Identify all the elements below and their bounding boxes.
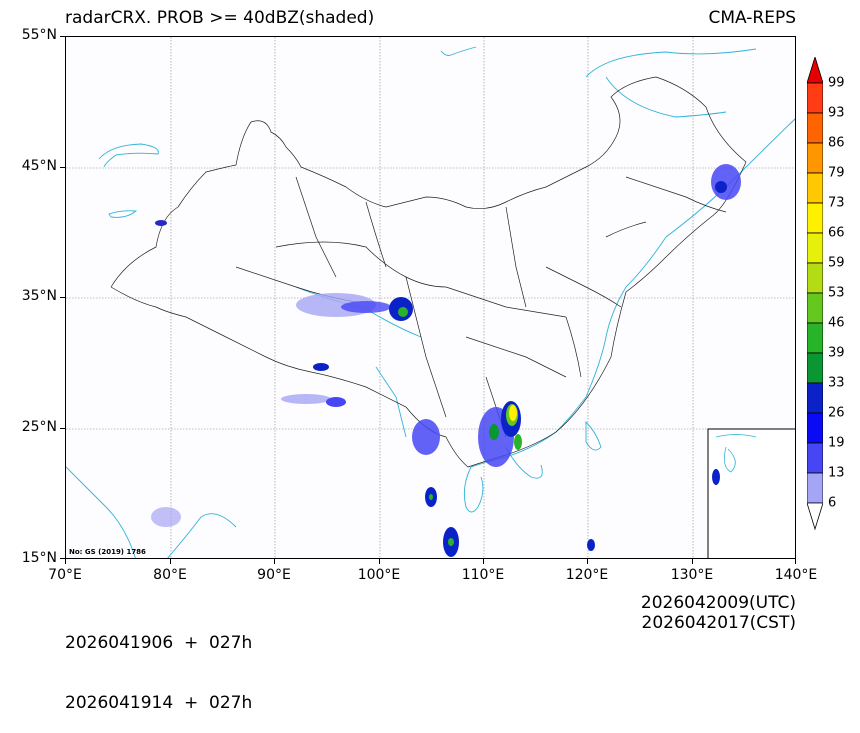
colorbar-label: 66 bbox=[828, 225, 845, 241]
tick-mark bbox=[60, 167, 65, 168]
tick-mark bbox=[274, 559, 275, 564]
valid-time-cst: 2026042017(CST) bbox=[641, 613, 796, 633]
tick-mark bbox=[587, 559, 588, 564]
lon-tick-110: 110°E bbox=[461, 567, 505, 583]
init-time-block: 2026041906 + 027h 2026041914 + 027h bbox=[65, 593, 252, 733]
coastline bbox=[66, 46, 795, 558]
colorbar-label: 86 bbox=[828, 135, 845, 151]
colorbar-graphic bbox=[806, 55, 824, 531]
tick-mark bbox=[170, 559, 171, 564]
colorbar-label: 26 bbox=[828, 405, 845, 421]
lon-tick-140: 140°E bbox=[774, 567, 818, 583]
lat-tick-55: 55°N bbox=[21, 27, 57, 43]
valid-time-utc: 2026042009(UTC) bbox=[640, 593, 796, 613]
colorbar-label: 33 bbox=[828, 375, 845, 391]
colorbar-label: 93 bbox=[828, 105, 845, 121]
tick-mark bbox=[60, 428, 65, 429]
map-title: radarCRX. PROB >= 40dBZ(shaded) bbox=[65, 8, 375, 28]
lon-tick-100: 100°E bbox=[357, 567, 401, 583]
colorbar-label: 39 bbox=[828, 345, 845, 361]
tick-mark bbox=[60, 558, 65, 559]
lat-tick-15: 15°N bbox=[21, 550, 57, 566]
graticule bbox=[66, 37, 795, 558]
colorbar-label: 99 bbox=[828, 75, 845, 91]
lat-tick-25: 25°N bbox=[21, 419, 57, 435]
review-number: No: GS (2019) 1786 bbox=[69, 548, 146, 556]
colorbar-label: 73 bbox=[828, 195, 845, 211]
lat-tick-35: 35°N bbox=[21, 288, 57, 304]
model-label: CMA-REPS bbox=[708, 8, 796, 28]
colorbar bbox=[806, 55, 824, 535]
tick-mark bbox=[60, 297, 65, 298]
tick-mark bbox=[795, 559, 796, 564]
colorbar-label: 19 bbox=[828, 435, 845, 451]
colorbar-label: 53 bbox=[828, 285, 845, 301]
map-plot-area: No: GS (2019) 1786 bbox=[65, 36, 796, 559]
colorbar-label: 59 bbox=[828, 255, 845, 271]
colorbar-label: 46 bbox=[828, 315, 845, 331]
tick-mark bbox=[379, 559, 380, 564]
tick-mark bbox=[483, 559, 484, 564]
tick-mark bbox=[60, 36, 65, 37]
init-time-utc: 2026041906 + 027h bbox=[65, 633, 253, 653]
boundary bbox=[110, 76, 747, 468]
lon-tick-70: 70°E bbox=[48, 567, 82, 583]
tick-mark bbox=[65, 559, 66, 564]
tick-mark bbox=[692, 559, 693, 564]
colorbar-label: 79 bbox=[828, 165, 845, 181]
colorbar-label: 6 bbox=[828, 495, 837, 511]
lon-tick-120: 120°E bbox=[565, 567, 609, 583]
lon-tick-130: 130°E bbox=[670, 567, 714, 583]
map-canvas bbox=[66, 37, 795, 558]
inset-frame bbox=[707, 428, 795, 558]
colorbar-label: 13 bbox=[828, 465, 845, 481]
lat-tick-45: 45°N bbox=[21, 158, 57, 174]
init-time-cst: 2026041914 + 027h bbox=[65, 693, 253, 713]
valid-time-block: 2026042009(UTC) 2026042017(CST) bbox=[641, 593, 796, 633]
lon-tick-80: 80°E bbox=[153, 567, 187, 583]
probability-shading bbox=[151, 164, 741, 557]
lon-tick-90: 90°E bbox=[257, 567, 291, 583]
